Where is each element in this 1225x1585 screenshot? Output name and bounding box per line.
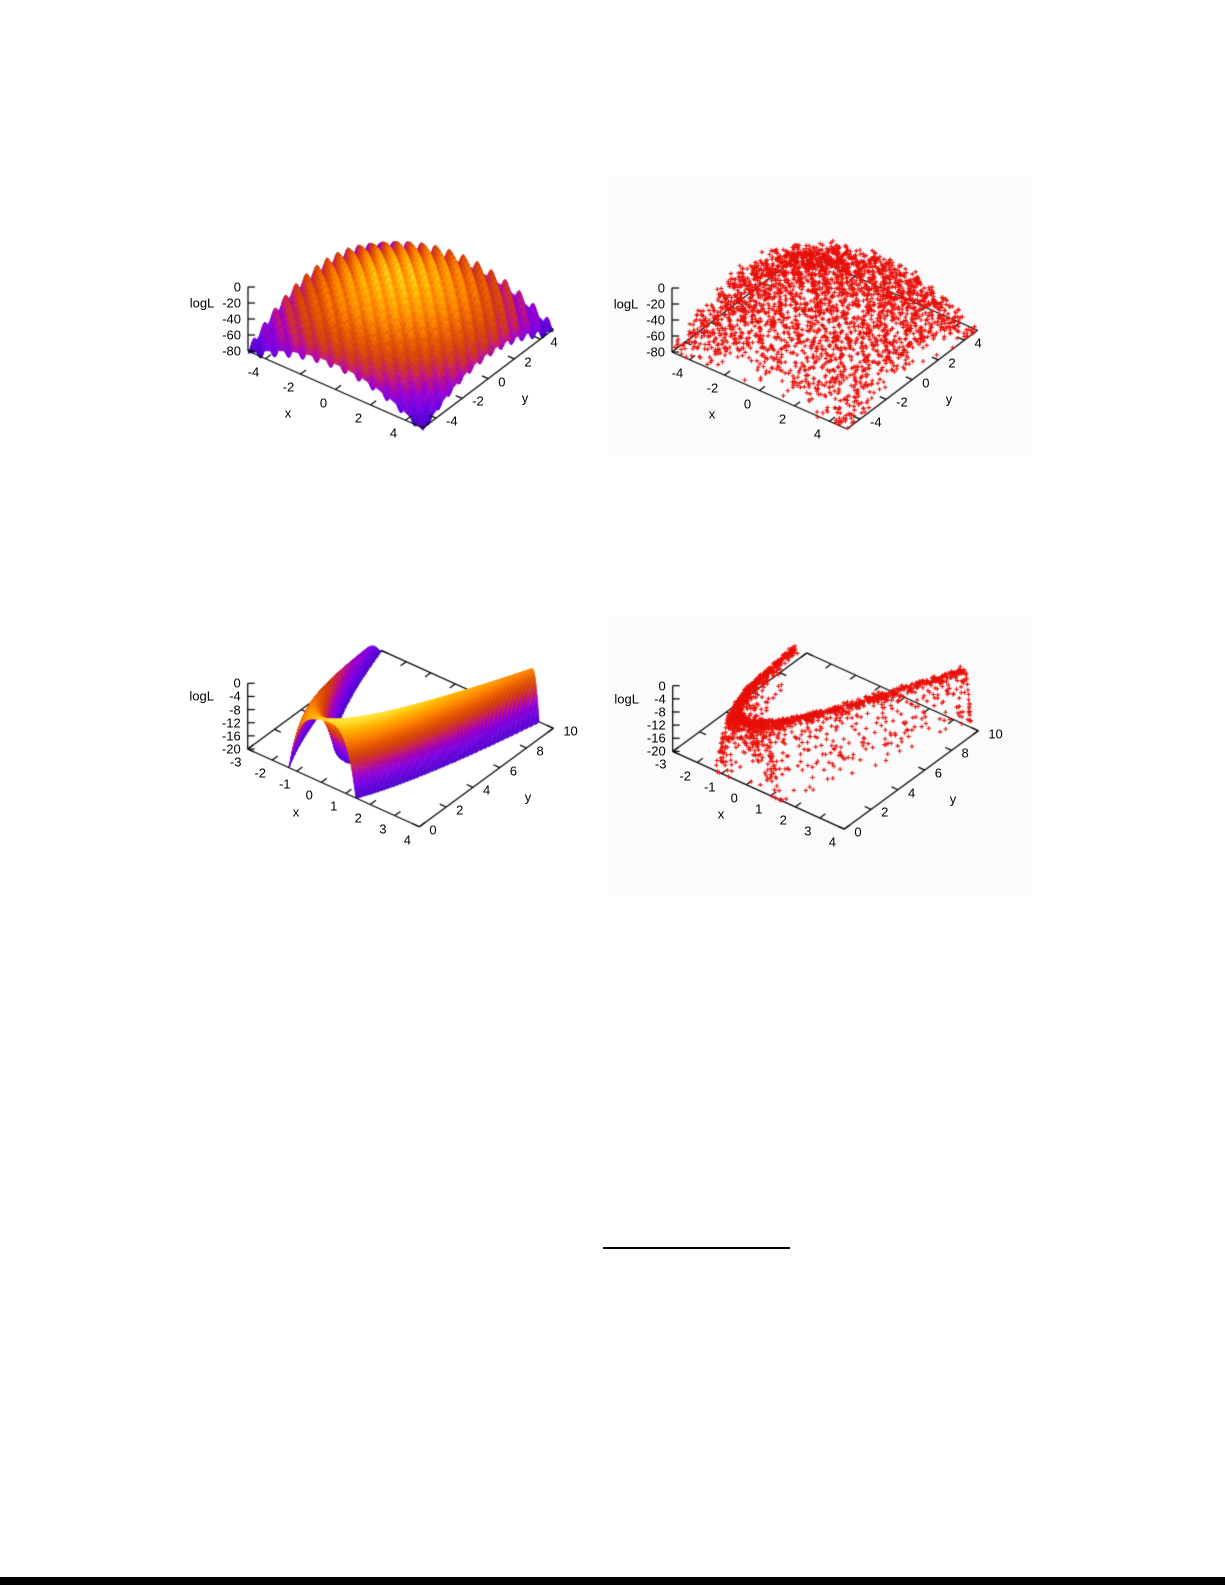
footnote-rule bbox=[603, 1247, 790, 1249]
x-tick-label: 4 bbox=[403, 832, 411, 848]
y-tick-label: -2 bbox=[896, 394, 908, 410]
z-tick-label: -12 bbox=[646, 717, 666, 733]
x-tick-label: 2 bbox=[354, 410, 363, 426]
x-tick-label: 3 bbox=[379, 821, 387, 837]
z-tick-label: -20 bbox=[646, 743, 666, 759]
y-tick-label: 10 bbox=[988, 726, 1003, 742]
y-axis-label: y bbox=[521, 390, 529, 406]
z-tick-label: -40 bbox=[222, 311, 241, 327]
x-axis-label: x bbox=[284, 405, 292, 421]
x-axis-label: x bbox=[717, 806, 725, 822]
y-tick-label: 0 bbox=[429, 822, 437, 838]
x-tick-label: 4 bbox=[389, 425, 398, 441]
y-tick-label: 0 bbox=[498, 374, 506, 390]
x-tick-label: 0 bbox=[730, 790, 738, 806]
x-tick-label: 0 bbox=[305, 787, 313, 803]
x-tick-label: -2 bbox=[254, 765, 266, 781]
z-tick-label: -20 bbox=[221, 741, 241, 757]
z-tick-label: -8 bbox=[654, 704, 666, 720]
x-tick-label: -2 bbox=[706, 380, 719, 396]
x-tick-label: 2 bbox=[354, 810, 362, 825]
y-axis-label: y bbox=[945, 391, 953, 407]
z-tick-label: -40 bbox=[646, 312, 665, 328]
x-axis-label: x bbox=[708, 406, 716, 422]
x-tick-label: -3 bbox=[654, 756, 667, 772]
y-tick-label: 2 bbox=[948, 355, 956, 371]
z-tick-label: -60 bbox=[646, 328, 665, 344]
y-tick-label: -4 bbox=[870, 414, 882, 430]
z-tick-label: -8 bbox=[229, 702, 241, 718]
x-tick-label: 0 bbox=[319, 395, 328, 410]
y-tick-label: 6 bbox=[934, 765, 942, 781]
y-tick-label: -2 bbox=[472, 393, 484, 409]
z-tick-label: -80 bbox=[222, 343, 241, 359]
z-axis-label: logL bbox=[613, 296, 639, 312]
x-tick-label: -3 bbox=[229, 754, 242, 770]
x-tick-label: 3 bbox=[804, 823, 812, 839]
z-axis-label: logL bbox=[189, 688, 214, 704]
z-axis-label: logL bbox=[614, 691, 639, 707]
x-tick-label: -2 bbox=[282, 379, 295, 395]
y-axis-label: y bbox=[949, 791, 957, 807]
z-tick-label: -4 bbox=[654, 691, 666, 707]
z-tick-label: 0 bbox=[233, 675, 241, 691]
x-tick-label: -1 bbox=[278, 776, 291, 792]
y-tick-label: -4 bbox=[446, 413, 458, 429]
x-tick-label: 4 bbox=[828, 834, 836, 850]
y-tick-label: 4 bbox=[907, 785, 916, 801]
y-tick-label: 2 bbox=[524, 354, 532, 370]
x-tick-label: -4 bbox=[247, 364, 260, 380]
z-tick-label: -20 bbox=[222, 295, 241, 311]
y-axis-label: y bbox=[524, 789, 532, 805]
bottom-black-bar bbox=[0, 1577, 1225, 1585]
y-tick-label: 8 bbox=[536, 743, 544, 759]
x-tick-label: 4 bbox=[813, 426, 822, 442]
y-tick-label: 8 bbox=[961, 745, 969, 761]
y-tick-label: 0 bbox=[922, 375, 930, 391]
y-tick-label: 2 bbox=[881, 804, 889, 820]
z-tick-label: 0 bbox=[233, 279, 241, 295]
y-tick-label: 2 bbox=[456, 802, 464, 818]
x-tick-label: 1 bbox=[755, 801, 763, 817]
y-tick-label: 0 bbox=[854, 824, 862, 840]
z-axis-label: logL bbox=[189, 295, 215, 311]
x-tick-label: 0 bbox=[743, 396, 752, 411]
z-tick-label: -16 bbox=[646, 730, 666, 746]
y-tick-label: 4 bbox=[974, 335, 982, 351]
x-tick-label: 2 bbox=[779, 812, 787, 828]
y-tick-label: 4 bbox=[482, 782, 491, 798]
z-tick-label: 0 bbox=[657, 280, 665, 296]
z-tick-label: -12 bbox=[221, 715, 241, 731]
x-tick-label: 2 bbox=[778, 411, 787, 427]
y-tick-label: 6 bbox=[509, 763, 517, 779]
x-tick-label: -4 bbox=[671, 365, 684, 381]
x-tick-label: 1 bbox=[330, 798, 338, 814]
x-axis-label: x bbox=[292, 804, 300, 820]
z-tick-label: -60 bbox=[222, 327, 241, 343]
z-tick-label: -80 bbox=[646, 344, 665, 360]
z-tick-label: -16 bbox=[221, 728, 241, 744]
z-tick-label: -4 bbox=[229, 688, 241, 704]
y-tick-label: 10 bbox=[563, 723, 578, 739]
x-tick-label: -1 bbox=[703, 779, 716, 795]
y-tick-label: 4 bbox=[550, 334, 558, 350]
z-tick-label: 0 bbox=[658, 678, 666, 694]
x-tick-label: -2 bbox=[679, 768, 691, 783]
z-tick-label: -20 bbox=[646, 296, 665, 312]
